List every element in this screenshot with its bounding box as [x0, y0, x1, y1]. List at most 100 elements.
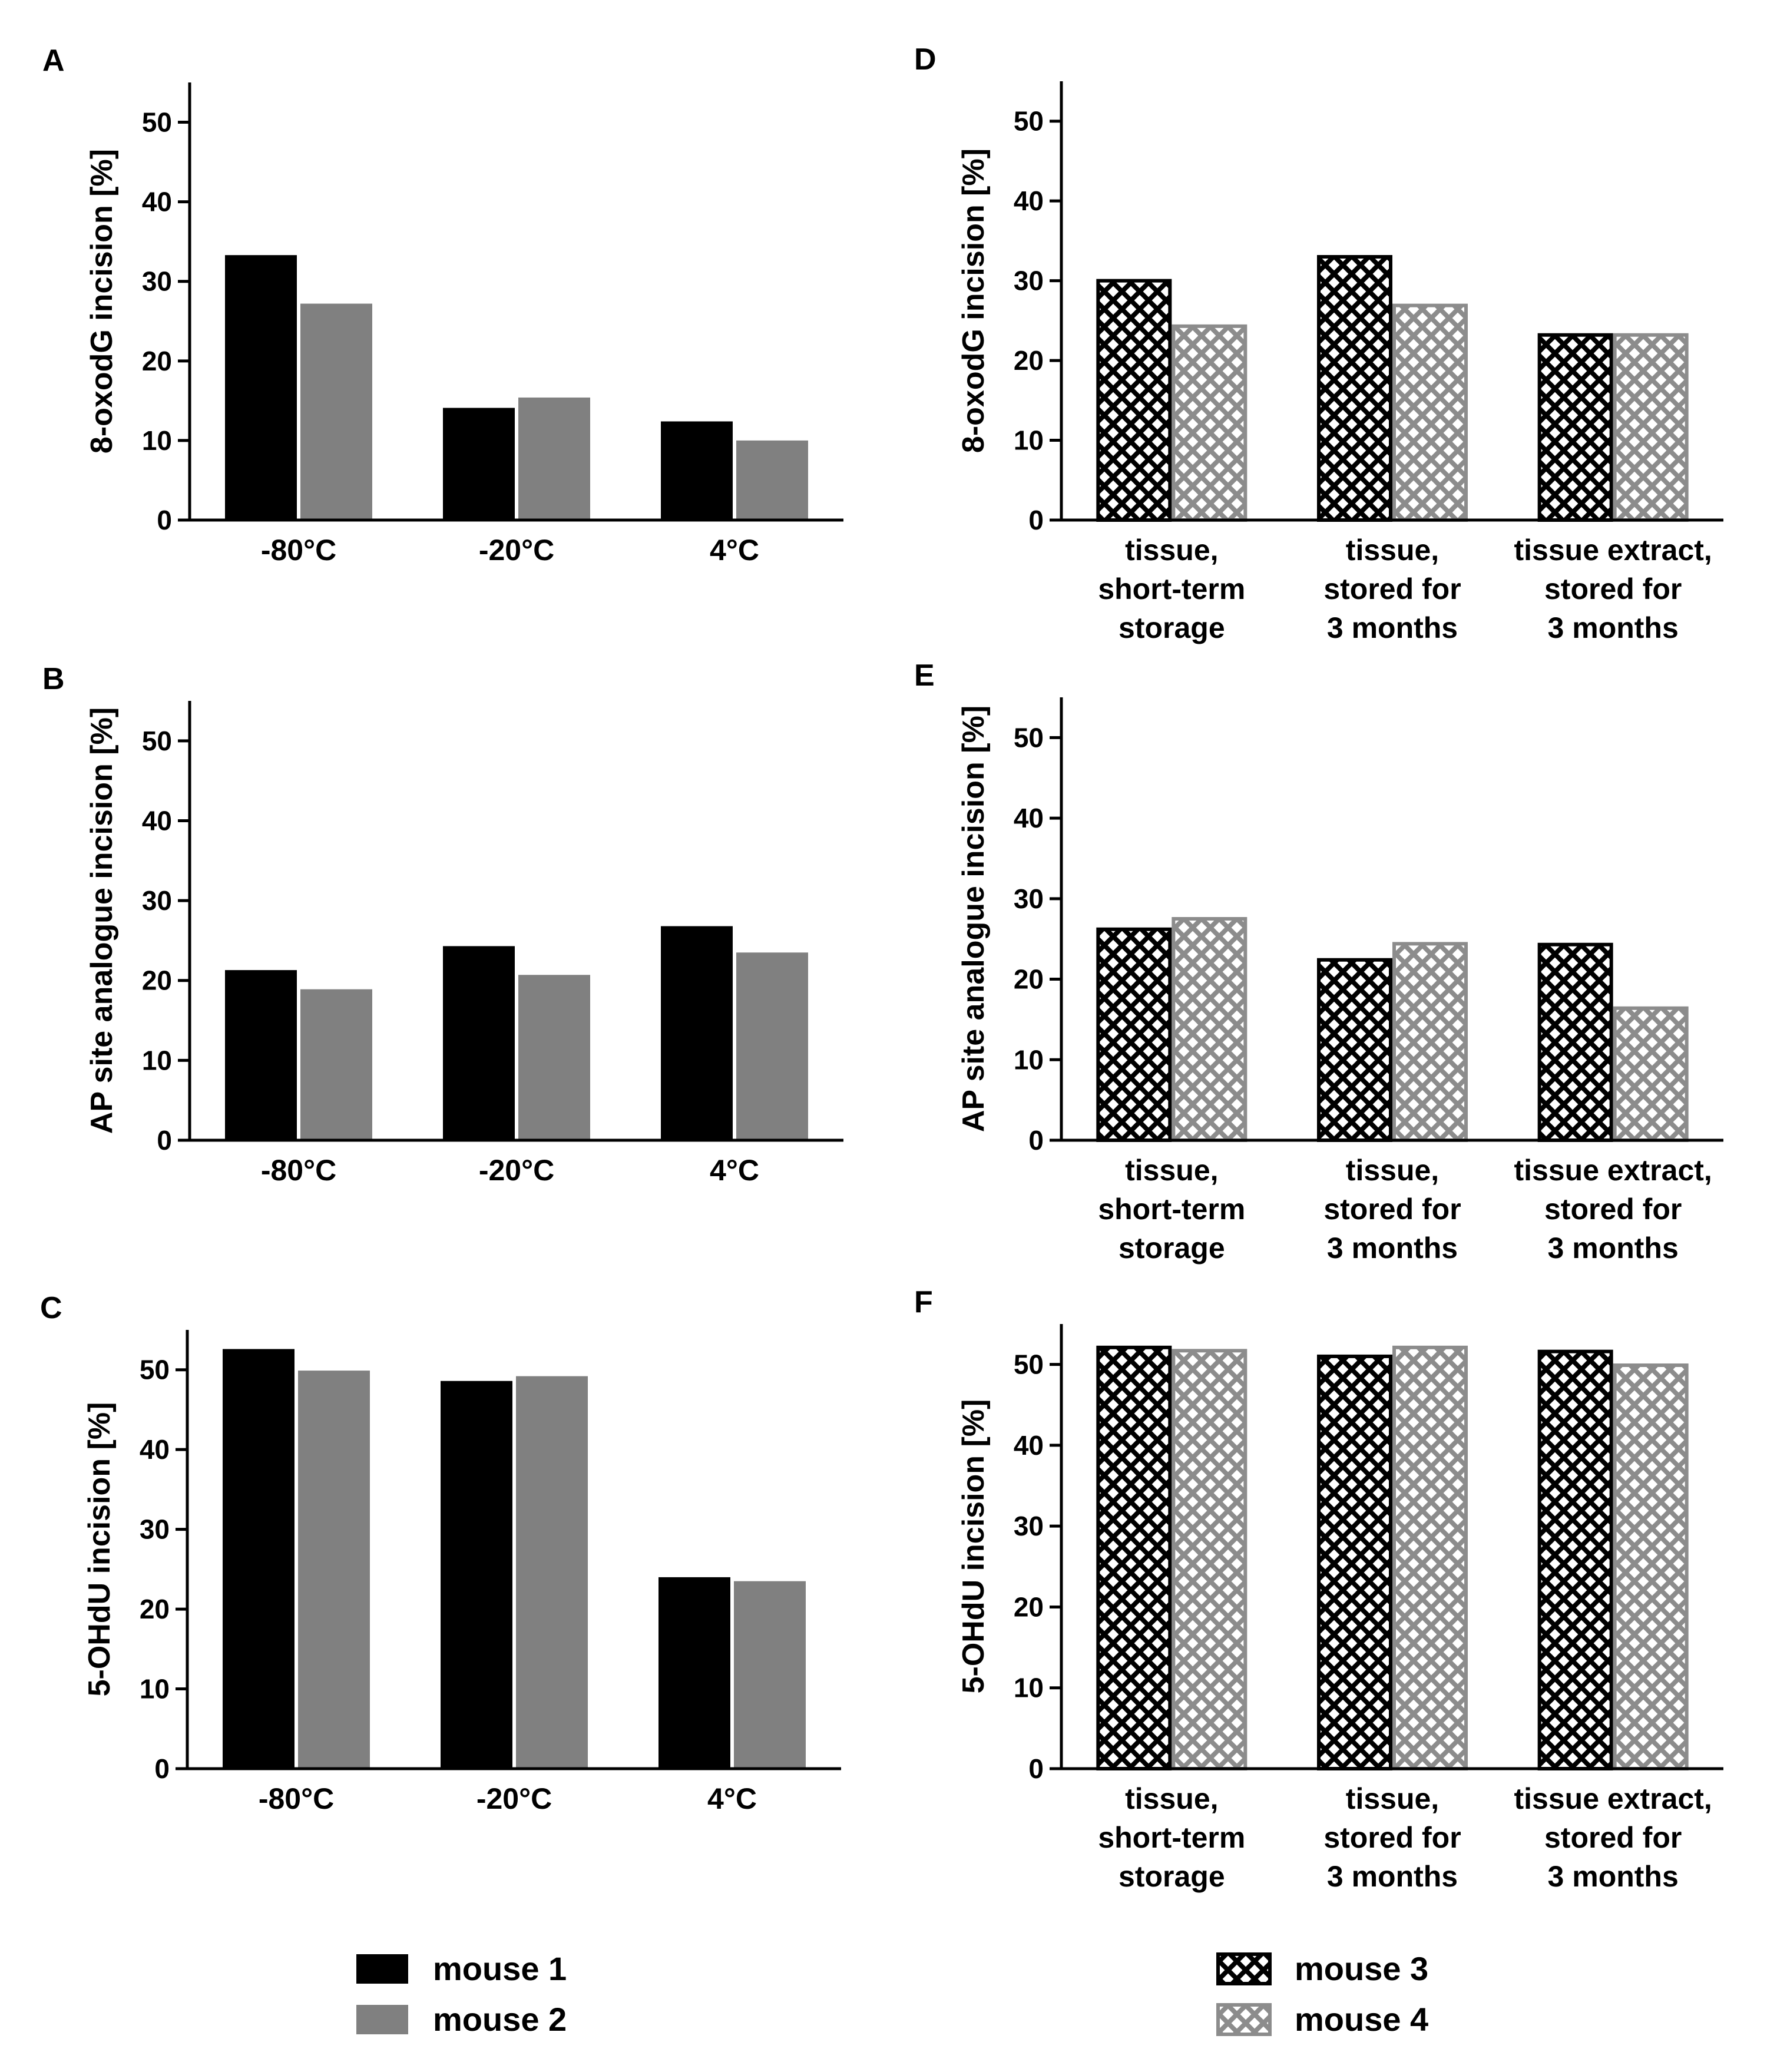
- x-category-label: tissue,: [1125, 1782, 1218, 1815]
- y-tick-label: 0: [1028, 1125, 1044, 1156]
- panels: A 0 10 20 30 40 50 -80°C -20°C 4°C 8-oxodG incisio…: [40, 42, 1723, 1893]
- y-tick-label: 30: [142, 885, 172, 916]
- y-tick-label: 30: [1014, 266, 1044, 296]
- bar-f-series2-cat2: [1392, 1345, 1468, 1770]
- bar-d-series1-cat2: [1317, 255, 1392, 522]
- bar-c-series1-cat3: [658, 1577, 730, 1769]
- panel-letter: E: [914, 658, 935, 693]
- x-category-label: short-term: [1098, 572, 1245, 605]
- chart-panel-b: B 0 10 20 30 40 50 -80°C -20°C 4°C AP site analogu…: [42, 662, 843, 1187]
- x-category-label: -20°C: [476, 1782, 552, 1815]
- x-category-label: short-term: [1098, 1821, 1245, 1854]
- bar-b-series2-cat2: [518, 975, 590, 1140]
- x-category-label: tissue extract,: [1514, 534, 1712, 567]
- x-category-label: tissue,: [1346, 534, 1439, 567]
- x-category-label: 3 months: [1548, 1232, 1679, 1265]
- bar-f-series1-cat1: [1096, 1345, 1172, 1770]
- y-tick-label: 50: [1014, 1349, 1044, 1380]
- y-tick-label: 30: [140, 1514, 170, 1545]
- bar-c-series2-cat1: [298, 1371, 370, 1769]
- y-tick-label: 20: [142, 346, 172, 376]
- bar-b-series1-cat1: [225, 970, 297, 1140]
- y-tick-label: 20: [1014, 345, 1044, 376]
- legends: mouse 1 mouse 2 mouse 3 mouse 4: [356, 1950, 1428, 2038]
- bar-a-series2-cat2: [518, 397, 590, 520]
- y-tick-label: 10: [1014, 1673, 1044, 1703]
- chart-panel-e: E 0 10 20 30 40 50 tissue, short-term storage tiss…: [914, 658, 1723, 1265]
- bar-c-series1-cat2: [441, 1381, 512, 1769]
- y-tick-label: 50: [142, 726, 172, 756]
- x-category-label: short-term: [1098, 1193, 1245, 1226]
- x-category-label: 3 months: [1327, 611, 1458, 644]
- bar-a-series1-cat3: [661, 421, 733, 520]
- x-category-label: 3 months: [1327, 1232, 1458, 1265]
- y-tick-label: 0: [1028, 1753, 1044, 1784]
- legend-swatch: [1216, 1952, 1272, 1985]
- legend-swatch: [356, 1954, 408, 1984]
- x-category-label: stored for: [1323, 1193, 1461, 1226]
- y-tick-label: 10: [1014, 425, 1044, 456]
- bar-b-series1-cat2: [443, 946, 515, 1140]
- legend-swatch: [1216, 2003, 1272, 2036]
- y-axis-title: 8-oxodG incision [%]: [957, 148, 991, 453]
- bar-e-series2-cat1: [1172, 917, 1247, 1142]
- bar-e-series1-cat3: [1537, 942, 1613, 1142]
- y-tick-label: 20: [142, 965, 172, 996]
- panel-letter: B: [42, 662, 65, 696]
- y-tick-label: 40: [1014, 1430, 1044, 1461]
- x-category-label: -80°C: [261, 1154, 336, 1187]
- x-category-label: tissue,: [1125, 534, 1218, 567]
- bar-b-series1-cat3: [661, 926, 733, 1140]
- x-category-label: tissue,: [1125, 1154, 1218, 1187]
- panel-letter: F: [914, 1285, 933, 1319]
- y-tick-label: 40: [140, 1434, 170, 1465]
- y-tick-label: 40: [1014, 186, 1044, 216]
- y-axis-title: 5-OHdU incision [%]: [82, 1402, 117, 1697]
- y-tick-label: 0: [157, 1125, 172, 1156]
- x-category-label: tissue extract,: [1514, 1154, 1712, 1187]
- x-category-label: 4°C: [710, 534, 759, 567]
- x-category-label: 4°C: [707, 1782, 757, 1815]
- chart-panel-c: C 0 10 20 30 40 50 -80°C -20°C 4°C 5-OHdU incision…: [40, 1291, 841, 1815]
- chart-panel-f: F 0 10 20 30 40 50 tissue, short-term storage tiss…: [914, 1285, 1723, 1893]
- legend-label: mouse 2: [433, 2001, 567, 2038]
- x-category-label: 3 months: [1548, 1860, 1679, 1893]
- x-category-label: 3 months: [1327, 1860, 1458, 1893]
- y-tick-label: 20: [140, 1594, 170, 1624]
- x-category-label: stored for: [1544, 572, 1682, 605]
- legend-swatch: [356, 2005, 408, 2034]
- legend-label: mouse 1: [433, 1950, 567, 1987]
- y-axis-title: AP site analogue incision [%]: [85, 707, 119, 1134]
- bar-e-series2-cat3: [1613, 1006, 1689, 1142]
- y-tick-label: 30: [1014, 1511, 1044, 1541]
- x-category-label: storage: [1119, 1232, 1225, 1265]
- x-category-label: storage: [1119, 611, 1225, 644]
- panel-letter: D: [914, 42, 937, 77]
- bar-d-series1-cat3: [1537, 333, 1613, 522]
- x-category-label: stored for: [1544, 1821, 1682, 1854]
- y-tick-label: 50: [1014, 106, 1044, 137]
- bar-d-series2-cat1: [1172, 324, 1247, 522]
- bar-f-series2-cat1: [1172, 1349, 1247, 1771]
- bar-c-series2-cat3: [734, 1581, 806, 1769]
- x-category-label: -80°C: [259, 1782, 334, 1815]
- bar-d-series1-cat1: [1096, 279, 1172, 522]
- y-tick-label: 50: [1014, 722, 1044, 753]
- y-tick-label: 10: [140, 1674, 170, 1704]
- y-tick-label: 40: [142, 187, 172, 217]
- x-category-label: stored for: [1323, 572, 1461, 605]
- bar-f-series1-cat2: [1317, 1354, 1392, 1771]
- x-category-label: tissue extract,: [1514, 1782, 1712, 1815]
- y-tick-label: 10: [1014, 1044, 1044, 1075]
- legend-right: mouse 3 mouse 4: [1216, 1950, 1428, 2038]
- y-tick-label: 0: [1028, 505, 1044, 535]
- bar-e-series1-cat2: [1317, 958, 1392, 1143]
- bar-a-series2-cat1: [300, 303, 372, 520]
- bar-a-series1-cat2: [443, 408, 515, 520]
- x-category-label: tissue,: [1346, 1154, 1439, 1187]
- bar-d-series2-cat3: [1613, 333, 1689, 522]
- panel-letter: A: [42, 44, 65, 78]
- y-tick-label: 30: [142, 266, 172, 297]
- legend-label: mouse 3: [1295, 1950, 1428, 1987]
